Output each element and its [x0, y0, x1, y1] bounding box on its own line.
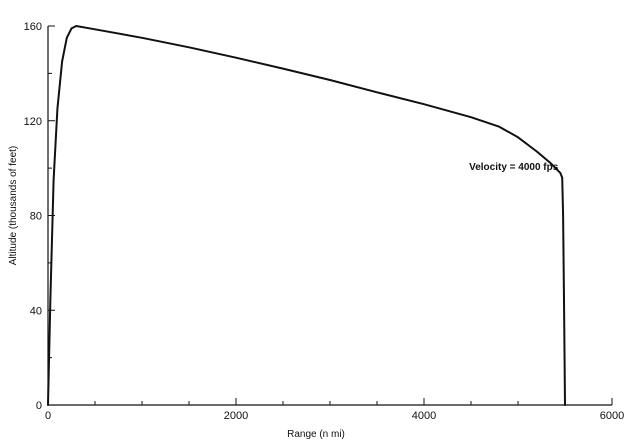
x-tick-label: 2000: [224, 410, 248, 422]
axes: [47, 26, 612, 406]
y-axis-title-group: Altitude (thousands of feet): [8, 146, 19, 266]
ticks: 0 2000 4000 6000 0 40 80 120 160: [24, 21, 625, 422]
y-tick-label: 80: [30, 211, 42, 223]
y-axis-title: Altitude (thousands of feet): [8, 146, 19, 266]
y-tick-label: 160: [24, 21, 42, 33]
series-group: [47, 25, 566, 406]
y-tick-label: 0: [36, 400, 42, 412]
x-tick-label: 6000: [600, 410, 624, 422]
series-line-trajectory: [47, 25, 566, 406]
x-axis-title: Range (n mi): [287, 429, 345, 440]
annotations-group: Velocity = 16,500 fpsVelocity = 4000 fps: [469, 162, 559, 173]
annotation-end-velocity: Velocity = 4000 fps: [469, 162, 559, 173]
y-tick-label: 40: [30, 305, 42, 317]
y-tick-label: 120: [24, 116, 42, 128]
x-axis-title-group: Range (n mi): [287, 429, 345, 440]
x-tick-label: 0: [45, 410, 51, 422]
x-tick-label: 4000: [412, 410, 436, 422]
